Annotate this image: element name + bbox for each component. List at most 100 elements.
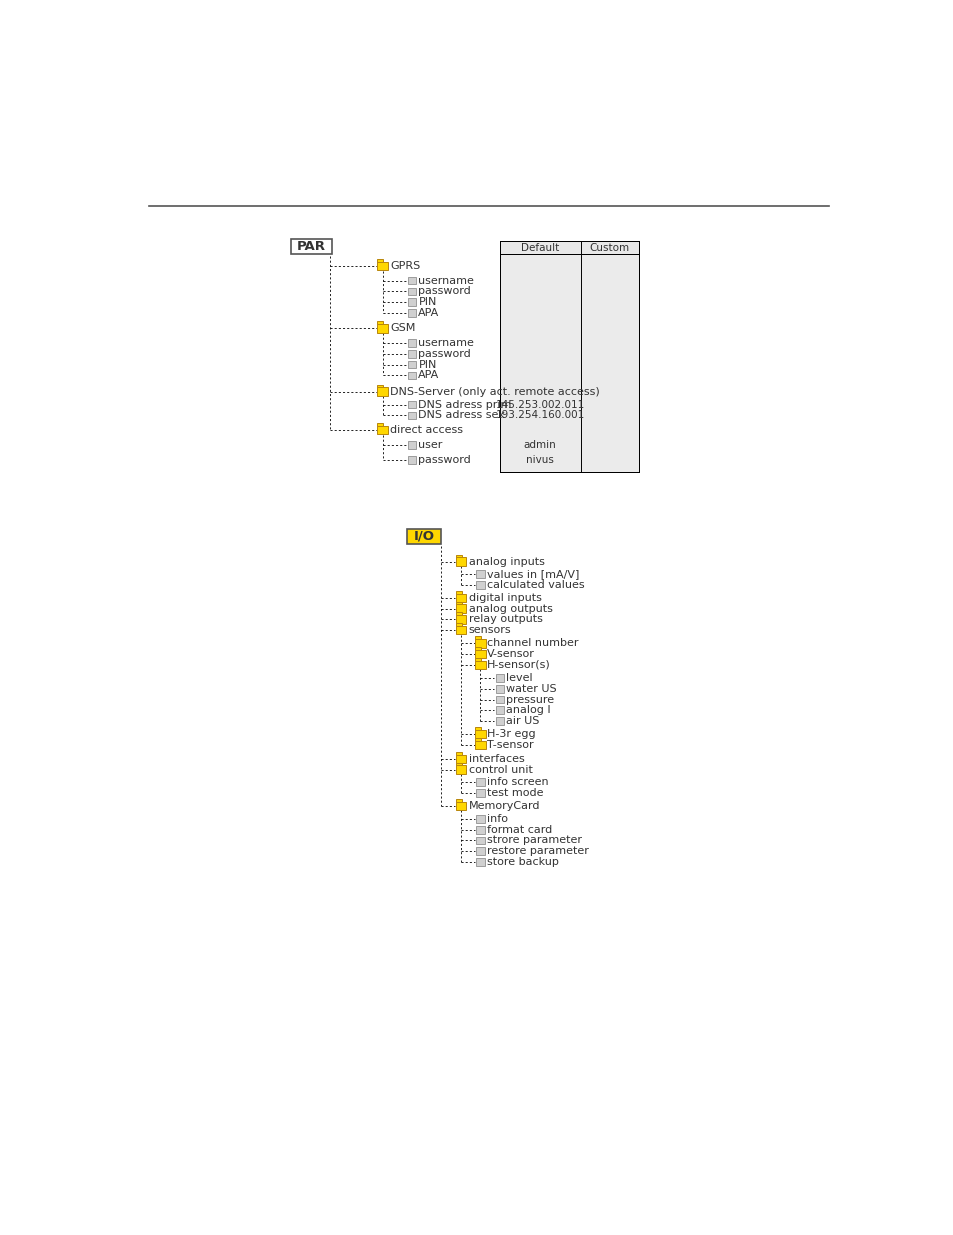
- Text: password: password: [418, 287, 471, 296]
- Text: username: username: [418, 338, 474, 348]
- Text: info: info: [486, 814, 507, 824]
- Text: Default: Default: [520, 242, 558, 252]
- Bar: [475, 661, 485, 669]
- Bar: [377, 424, 383, 426]
- Text: DNS adress sek: DNS adress sek: [418, 410, 505, 420]
- Bar: [456, 766, 466, 774]
- Bar: [408, 361, 416, 368]
- Text: analog I: analog I: [505, 705, 550, 715]
- Bar: [408, 288, 416, 295]
- Bar: [495, 685, 503, 693]
- Bar: [456, 802, 466, 810]
- Text: APA: APA: [418, 308, 439, 317]
- Text: control unit: control unit: [468, 764, 532, 774]
- Bar: [476, 778, 484, 785]
- Bar: [476, 826, 484, 834]
- Text: analog outputs: analog outputs: [468, 604, 552, 614]
- Bar: [408, 350, 416, 358]
- Bar: [408, 372, 416, 379]
- Text: test mode: test mode: [486, 788, 542, 798]
- Text: PAR: PAR: [296, 241, 326, 253]
- Text: V-sensor: V-sensor: [486, 650, 534, 659]
- Text: format card: format card: [486, 825, 551, 835]
- Bar: [475, 647, 480, 650]
- Bar: [476, 580, 484, 589]
- Bar: [475, 741, 485, 750]
- Text: channel number: channel number: [486, 638, 578, 648]
- Bar: [456, 604, 466, 613]
- Text: T-sensor: T-sensor: [486, 740, 533, 750]
- Text: I/O: I/O: [413, 530, 434, 542]
- Text: user: user: [418, 440, 442, 450]
- Text: 145.253.002.011: 145.253.002.011: [495, 400, 584, 410]
- Bar: [408, 411, 416, 419]
- Bar: [408, 340, 416, 347]
- Bar: [456, 601, 461, 604]
- Text: restore parameter: restore parameter: [486, 846, 588, 856]
- Bar: [456, 626, 466, 635]
- Bar: [475, 727, 480, 730]
- Bar: [499, 241, 638, 254]
- Bar: [456, 590, 461, 594]
- Bar: [475, 658, 480, 661]
- Text: MemoryCard: MemoryCard: [468, 800, 539, 811]
- Text: sensors: sensors: [468, 625, 511, 635]
- Text: password: password: [418, 454, 471, 466]
- Bar: [408, 277, 416, 284]
- Text: relay outputs: relay outputs: [468, 615, 542, 625]
- Text: username: username: [418, 275, 474, 285]
- Bar: [377, 324, 388, 332]
- Text: calculated values: calculated values: [486, 579, 583, 590]
- Bar: [377, 384, 383, 388]
- Bar: [456, 755, 466, 763]
- Text: PIN: PIN: [418, 359, 436, 369]
- Bar: [476, 847, 484, 855]
- Text: admin: admin: [523, 440, 556, 450]
- Bar: [408, 456, 416, 464]
- Text: pressure: pressure: [505, 694, 554, 704]
- Bar: [495, 674, 503, 682]
- Bar: [456, 763, 461, 766]
- Bar: [408, 401, 416, 409]
- Bar: [456, 594, 466, 603]
- Text: DNS adress prim: DNS adress prim: [418, 400, 511, 410]
- Text: water US: water US: [505, 684, 556, 694]
- Bar: [291, 240, 332, 254]
- Bar: [456, 557, 466, 566]
- Text: values in [mA/V]: values in [mA/V]: [486, 569, 578, 579]
- Bar: [408, 309, 416, 317]
- Text: GPRS: GPRS: [390, 261, 420, 270]
- Bar: [377, 426, 388, 435]
- Text: store backup: store backup: [486, 857, 558, 867]
- Bar: [475, 739, 480, 741]
- Text: password: password: [418, 348, 471, 359]
- Text: direct access: direct access: [390, 425, 463, 435]
- Bar: [406, 529, 440, 543]
- Bar: [499, 254, 638, 472]
- Bar: [476, 815, 484, 823]
- Bar: [377, 259, 383, 262]
- Text: PIN: PIN: [418, 298, 436, 308]
- Text: analog inputs: analog inputs: [468, 557, 544, 567]
- Text: digital inputs: digital inputs: [468, 593, 541, 603]
- Bar: [476, 836, 484, 845]
- Bar: [475, 650, 485, 658]
- Bar: [456, 799, 461, 802]
- Bar: [476, 858, 484, 866]
- Bar: [377, 321, 383, 324]
- Text: H-sensor(s): H-sensor(s): [486, 659, 550, 669]
- Bar: [495, 695, 503, 704]
- Text: H-3r egg: H-3r egg: [486, 729, 535, 740]
- Bar: [475, 636, 480, 638]
- Bar: [495, 718, 503, 725]
- Text: DNS-Server (only act. remote access): DNS-Server (only act. remote access): [390, 387, 599, 396]
- Text: level: level: [505, 673, 532, 683]
- Text: air US: air US: [505, 716, 538, 726]
- Bar: [476, 571, 484, 578]
- Text: 193.254.160.001: 193.254.160.001: [495, 410, 584, 420]
- Text: APA: APA: [418, 370, 439, 380]
- Bar: [475, 730, 485, 739]
- Bar: [408, 299, 416, 306]
- Text: GSM: GSM: [390, 324, 416, 333]
- Bar: [475, 638, 485, 647]
